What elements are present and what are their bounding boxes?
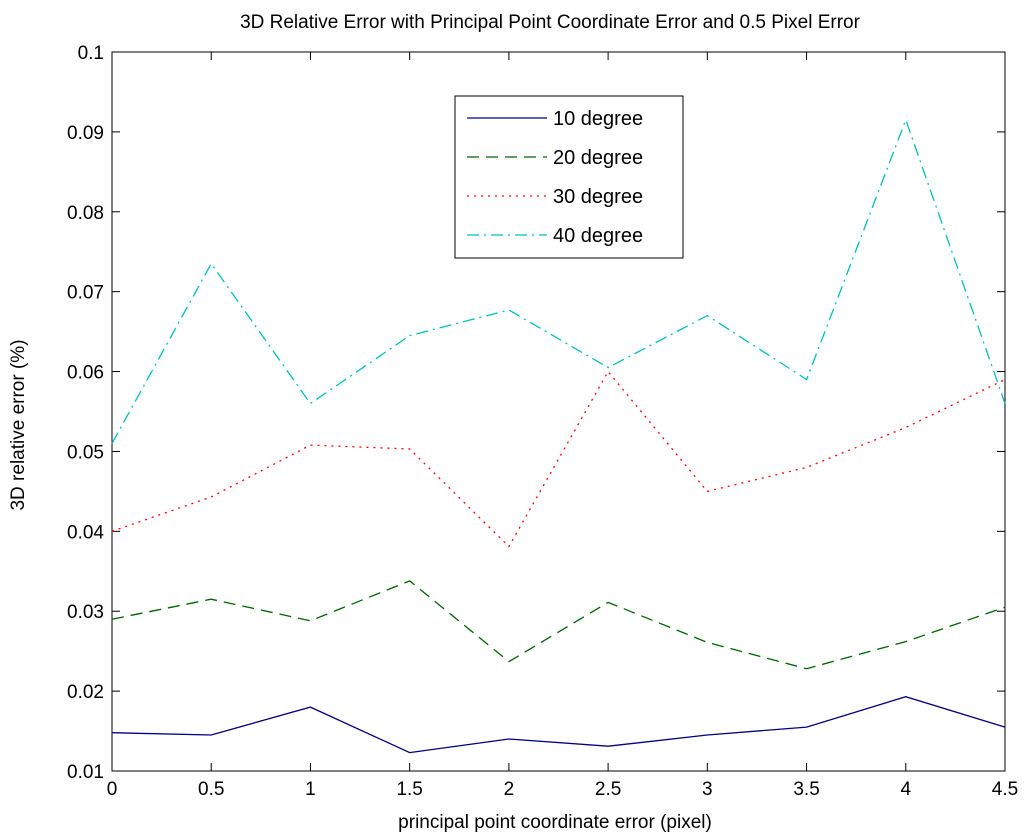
x-tick-label: 3.5 <box>793 779 819 800</box>
y-tick-label: 0.01 <box>67 762 104 783</box>
x-tick-label: 2.5 <box>595 779 621 800</box>
y-tick-label: 0.02 <box>67 682 104 703</box>
y-tick-label: 0.06 <box>67 363 104 384</box>
legend-box <box>454 95 684 259</box>
legend: 10 degree 20 degree 30 degree 40 degree <box>454 95 684 259</box>
y-tick-label: 0.09 <box>67 123 104 144</box>
x-tick-label: 4 <box>900 779 911 800</box>
x-tick-label: 4.5 <box>992 779 1018 800</box>
y-tick-label: 0.04 <box>67 522 104 543</box>
legend-label-1: 10 degree <box>553 108 643 130</box>
x-tick-label: 2 <box>504 779 515 800</box>
y-axis-title: 3D relative error (%) <box>8 339 29 510</box>
x-tick-label: 1.5 <box>396 779 422 800</box>
x-axis: 0 0.5 1 1.5 2 2.5 3 3.5 4 4.5 <box>107 52 1018 800</box>
x-tick-label: 1 <box>305 779 316 800</box>
x-tick-label: 0.5 <box>198 779 224 800</box>
y-tick-label: 0.08 <box>67 203 104 224</box>
series-line-2 <box>111 580 1006 670</box>
legend-label-3: 30 degree <box>553 186 643 208</box>
y-tick-label: 0.1 <box>78 43 104 64</box>
chart-title: 3D Relative Error with Principal Point C… <box>240 12 861 33</box>
x-tick-label: 3 <box>702 779 713 800</box>
x-tick-label: 0 <box>107 779 118 800</box>
y-tick-label: 0.05 <box>67 442 104 463</box>
series-line-1 <box>111 696 1006 754</box>
legend-label-2: 20 degree <box>553 147 643 169</box>
y-tick-label: 0.03 <box>67 602 104 623</box>
y-axis: 0.01 0.02 0.03 0.04 0.05 0.06 0.07 0.08 0.09 0.1 <box>67 43 1005 783</box>
series-line-4 <box>111 118 1006 444</box>
legend-label-4: 40 degree <box>553 225 643 247</box>
y-tick-label: 0.07 <box>67 283 104 304</box>
series-line-3 <box>111 370 1006 548</box>
series-lines <box>111 118 1006 754</box>
x-axis-title: principal point coordinate error (pixel) <box>398 812 712 833</box>
